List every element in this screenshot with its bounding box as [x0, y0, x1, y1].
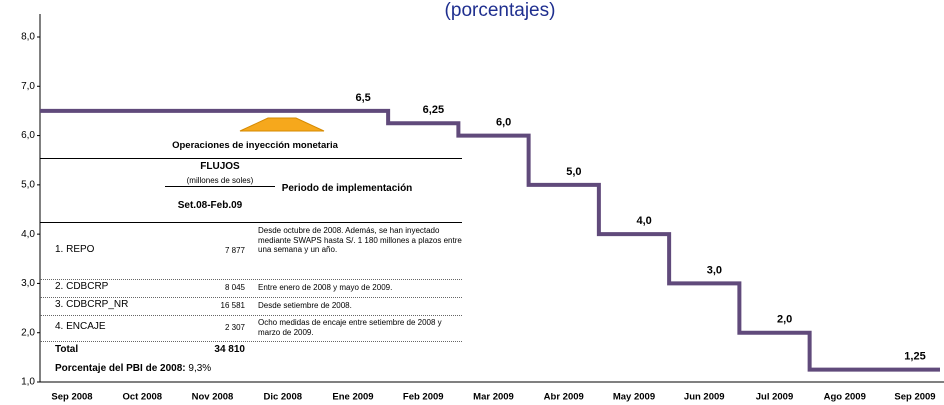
rule	[40, 222, 462, 223]
arrow	[239, 117, 325, 132]
y-tick-label: 8,0	[21, 32, 35, 43]
header: FLUJOS	[200, 161, 240, 172]
y-tick-label: 7,0	[21, 81, 35, 92]
data-label: 3,0	[707, 264, 722, 276]
row-name: 4. ENCAJE	[55, 321, 106, 332]
y-tick-label: 2,0	[21, 327, 35, 338]
rule	[40, 297, 462, 298]
row-period: Desde octubre de 2008. Además, se han in…	[258, 226, 462, 254]
x-tick-label: Nov 2008	[192, 392, 234, 403]
row-value: 7 877	[224, 246, 245, 255]
y-tick-label: 3,0	[21, 278, 35, 289]
x-tick-label: Mar 2009	[473, 392, 514, 403]
data-label: 6,5	[355, 92, 370, 104]
row-period: Desde setiembre de 2008.	[258, 301, 352, 310]
row-period: Entre enero de 2008 y mayo de 2009.	[258, 283, 393, 292]
inset-title: Operaciones de inyección monetaria	[172, 140, 338, 151]
row-name: 3. CDBCRP_NR	[55, 299, 129, 310]
x-tick-label: Sep 2009	[894, 392, 935, 403]
chart-subtitle: (porcentajes)	[445, 0, 556, 21]
data-label: 1,25	[904, 351, 925, 363]
y-tick-label: 4,0	[21, 229, 35, 240]
x-tick-label: Sep 2008	[51, 392, 92, 403]
row-name: 2. CDBCRP	[55, 281, 109, 292]
x-tick-label: Jul 2009	[756, 392, 794, 403]
rule	[40, 279, 462, 280]
row-value: 8 045	[224, 283, 245, 292]
x-tick-label: Oct 2008	[122, 392, 162, 403]
y-tick-label: 1,0	[21, 377, 35, 388]
x-tick-label: Dic 2008	[263, 392, 302, 403]
rule	[40, 315, 462, 316]
row-period: Ocho medidas de encaje entre setiembre d…	[258, 318, 442, 337]
footer-value: 9,3%	[188, 363, 212, 374]
data-label: 4,0	[636, 215, 651, 227]
rule	[40, 341, 462, 342]
header: Set.08-Feb.09	[177, 200, 243, 211]
header: Periodo de implementación	[281, 183, 413, 194]
row-value: 2 307	[224, 323, 245, 332]
data-label: 6,25	[423, 104, 444, 116]
x-tick-label: May 2009	[613, 392, 655, 403]
footer: Porcentaje del PBI de 2008: 9,3%	[55, 364, 211, 374]
x-tick-label: Ago 2009	[824, 392, 866, 403]
header: (millones de soles)	[165, 176, 275, 187]
x-tick-label: Feb 2009	[403, 392, 444, 403]
y-tick-label: 6,0	[21, 130, 35, 141]
rule	[40, 158, 462, 159]
total-value: 34 810	[214, 344, 245, 355]
y-tick-label: 5,0	[21, 179, 35, 190]
x-tick-label: Jun 2009	[684, 392, 725, 403]
data-label: 6,0	[496, 116, 511, 128]
footer-label: Porcentaje del PBI de 2008:	[55, 363, 186, 374]
row-value: 16 581	[220, 301, 245, 310]
step-line	[40, 108, 940, 372]
data-label: 5,0	[566, 166, 581, 178]
x-tick-label: Abr 2009	[544, 392, 584, 403]
total-label: Total	[55, 344, 79, 355]
data-label: 2,0	[777, 314, 792, 326]
x-tick-label: Ene 2009	[332, 392, 373, 403]
row-name: 1. REPO	[55, 244, 95, 255]
